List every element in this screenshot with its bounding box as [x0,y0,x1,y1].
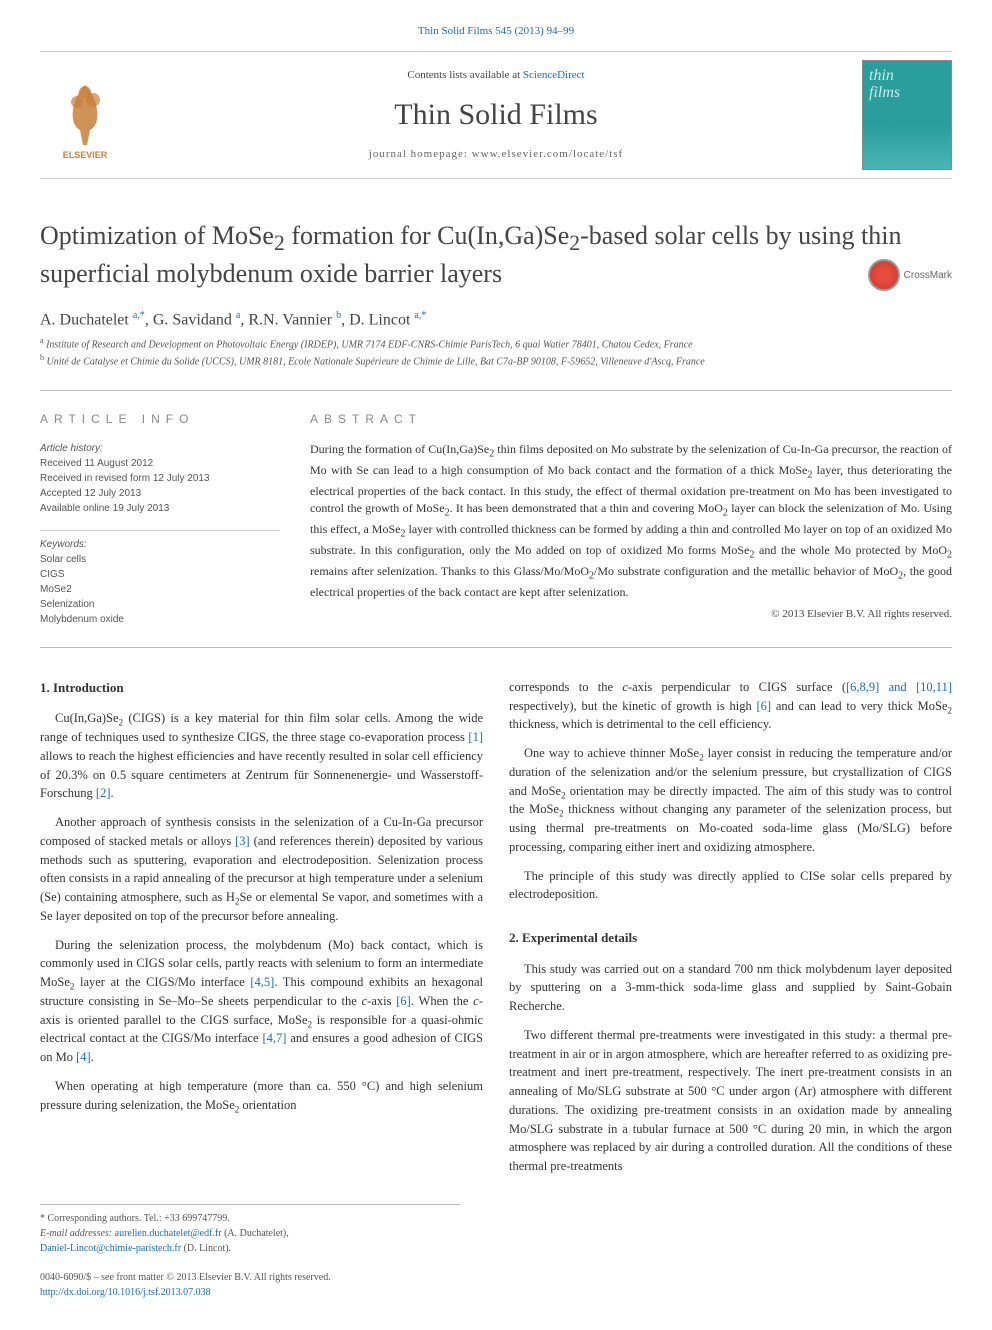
email-link[interactable]: aurelien.duchatelet@edf.fr [115,1228,222,1239]
body-para: Two different thermal pre-treatments wer… [509,1026,952,1176]
journal-banner: ELSEVIER Contents lists available at Sci… [40,51,952,179]
crossmark-icon [868,259,900,291]
abstract-text: During the formation of Cu(In,Ga)Se2 thi… [310,441,952,601]
author-list: A. Duchatelet a,*, G. Savidand a, R.N. V… [40,309,952,331]
keywords-heading: Keywords: [40,530,280,552]
article-info-heading: ARTICLE INFO [40,411,280,427]
body-para: corresponds to the c-axis perpendicular … [509,678,952,734]
journal-homepage[interactable]: journal homepage: www.elsevier.com/locat… [369,147,623,162]
body-para: This study was carried out on a standard… [509,960,952,1016]
email-name: (D. Lincot). [181,1243,231,1254]
history-accepted: Accepted 12 July 2013 [40,486,280,501]
abstract-heading: ABSTRACT [310,411,952,427]
info-abstract-row: ARTICLE INFO Article history: Received 1… [40,391,952,627]
body-para: One way to achieve thinner MoSe2 layer c… [509,744,952,857]
contents-prefix: Contents lists available at [407,69,522,81]
abstract-panel: ABSTRACT During the formation of Cu(In,G… [310,391,952,627]
footnotes: * Corresponding authors. Tel.: +33 69974… [40,1204,460,1256]
section-1-heading: 1. Introduction [40,678,483,698]
body-columns: 1. Introduction Cu(In,Ga)Se2 (CIGS) is a… [40,678,952,1186]
email-link[interactable]: Daniel-Lincot@chimie-paristech.fr [40,1243,181,1254]
issn-line: 0040-6090/$ – see front matter © 2013 El… [40,1270,952,1285]
body-para: Cu(In,Ga)Se2 (CIGS) is a key material fo… [40,709,483,803]
keyword-item: Selenization [40,597,280,612]
journal-cover-thumbnail[interactable]: thin films [862,60,952,170]
history-received: Received 11 August 2012 [40,456,280,471]
keyword-item: Molybdenum oxide [40,612,280,627]
history-revised: Received in revised form 12 July 2013 [40,471,280,486]
body-para: During the selenization process, the mol… [40,936,483,1067]
body-para: Another approach of synthesis consists i… [40,813,483,926]
history-online: Available online 19 July 2013 [40,501,280,516]
body-para: The principle of this study was directly… [509,867,952,905]
keyword-item: MoSe2 [40,582,280,597]
cover-title-line1: thin [869,67,894,85]
crossmark-label: CrossMark [904,269,952,282]
history-heading: Article history: [40,441,280,456]
abstract-copyright: © 2013 Elsevier B.V. All rights reserved… [310,607,952,622]
contents-lists-line: Contents lists available at ScienceDirec… [407,68,584,83]
article-info-panel: ARTICLE INFO Article history: Received 1… [40,391,280,627]
article-title-text: Optimization of MoSe2 formation for Cu(I… [40,221,901,288]
column-left: 1. Introduction Cu(In,Ga)Se2 (CIGS) is a… [40,678,483,1186]
email-label: E-mail addresses: [40,1228,115,1239]
article-title: Optimization of MoSe2 formation for Cu(I… [40,219,952,291]
email-addresses: E-mail addresses: aurelien.duchatelet@ed… [40,1226,460,1256]
divider-bottom [40,647,952,648]
keyword-item: CIGS [40,567,280,582]
bottom-metadata: 0040-6090/$ – see front matter © 2013 El… [40,1270,952,1300]
corresponding-author-note: * Corresponding authors. Tel.: +33 69974… [40,1211,460,1226]
elsevier-tree-icon: ELSEVIER [45,70,125,160]
cover-title-line2: films [869,84,900,102]
journal-title: Thin Solid Films [394,95,597,136]
body-para: When operating at high temperature (more… [40,1077,483,1115]
volume-page-reference[interactable]: Thin Solid Films 545 (2013) 94–99 [0,0,992,51]
article-history-block: Article history: Received 11 August 2012… [40,441,280,627]
affiliation-b: b Unité de Catalyse et Chimie du Solide … [40,352,952,369]
elsevier-logo[interactable]: ELSEVIER [40,60,130,170]
section-2-heading: 2. Experimental details [509,928,952,948]
crossmark-badge[interactable]: CrossMark [868,259,952,291]
email-name: (A. Duchatelet), [222,1228,289,1239]
svg-text:ELSEVIER: ELSEVIER [63,150,108,160]
column-right: corresponds to the c-axis perpendicular … [509,678,952,1186]
keyword-item: Solar cells [40,552,280,567]
doi-link[interactable]: http://dx.doi.org/10.1016/j.tsf.2013.07.… [40,1287,211,1298]
affiliations: a Institute of Research and Development … [40,335,952,370]
affiliation-a: a Institute of Research and Development … [40,335,952,352]
banner-center: Contents lists available at ScienceDirec… [130,60,862,170]
sciencedirect-link[interactable]: ScienceDirect [523,69,585,81]
